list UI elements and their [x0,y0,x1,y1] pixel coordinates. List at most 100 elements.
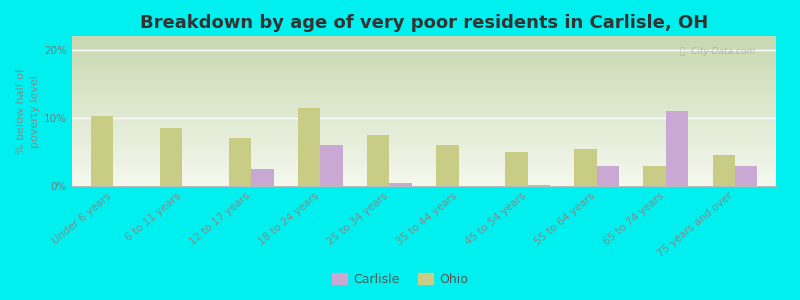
Bar [72,166,776,167]
Bar [72,141,776,142]
Bar [72,76,776,77]
Bar [72,124,776,125]
Bar [72,181,776,182]
Bar [72,149,776,150]
Bar [597,166,618,186]
Bar [321,145,342,186]
Bar [72,101,776,102]
Bar [72,55,776,56]
Bar [72,135,776,136]
Bar [72,128,776,129]
Bar [72,86,776,87]
Bar [72,139,776,140]
Text: ⓘ  City-Data.com: ⓘ City-Data.com [680,46,755,56]
Bar [72,157,776,158]
Bar [72,64,776,65]
Bar [72,130,776,131]
Bar [72,137,776,138]
Bar [72,54,776,55]
Bar [72,156,776,157]
Bar [72,63,776,64]
Bar [72,93,776,94]
Bar [72,185,776,186]
Bar [72,117,776,118]
Bar [72,164,776,165]
Bar [72,179,776,180]
Bar [230,138,251,186]
Bar [72,67,776,68]
Bar [72,172,776,173]
Bar [734,166,757,186]
Bar [72,176,776,177]
Bar [72,62,776,63]
Bar [72,59,776,60]
Bar [72,90,776,91]
Bar [72,109,776,110]
Bar [72,143,776,144]
Bar [72,97,776,98]
Bar [72,161,776,162]
Bar [72,45,776,46]
Bar [72,103,776,104]
Bar [72,72,776,73]
Bar [506,152,527,186]
Bar [72,74,776,75]
Bar [72,42,776,43]
Bar [72,44,776,45]
Bar [713,155,734,186]
Bar [72,81,776,82]
Bar [72,50,776,51]
Bar [72,168,776,169]
Bar [72,51,776,52]
Bar [72,65,776,66]
Bar [72,111,776,112]
Bar [72,118,776,119]
Bar [72,100,776,101]
Bar [160,128,182,186]
Bar [72,89,776,90]
Bar [72,53,776,54]
Bar [72,160,776,161]
Bar [72,110,776,111]
Bar [72,82,776,83]
Bar [72,152,776,153]
Bar [72,177,776,178]
Bar [72,39,776,40]
Bar [72,138,776,139]
Bar [666,111,688,186]
Bar [72,80,776,81]
Bar [72,183,776,184]
Bar [72,147,776,148]
Bar [91,116,114,186]
Bar [72,180,776,181]
Bar [72,96,776,97]
Bar [72,154,776,155]
Bar [72,169,776,170]
Bar [72,98,776,99]
Bar [72,95,776,96]
Bar [72,87,776,88]
Bar [72,84,776,85]
Bar [72,159,776,160]
Bar [72,129,776,130]
Bar [72,127,776,128]
Bar [72,37,776,38]
Bar [251,169,274,186]
Bar [72,112,776,113]
Bar [298,108,321,186]
Bar [72,134,776,135]
Bar [72,114,776,115]
Bar [72,162,776,163]
Bar [72,169,776,170]
Bar [72,104,776,105]
Bar [72,120,776,121]
Bar [72,178,776,179]
Bar [72,41,776,42]
Bar [72,105,776,106]
Bar [390,183,411,186]
Bar [72,144,776,145]
Bar [72,94,776,95]
Bar [72,113,776,114]
Bar [72,115,776,116]
Bar [72,122,776,123]
